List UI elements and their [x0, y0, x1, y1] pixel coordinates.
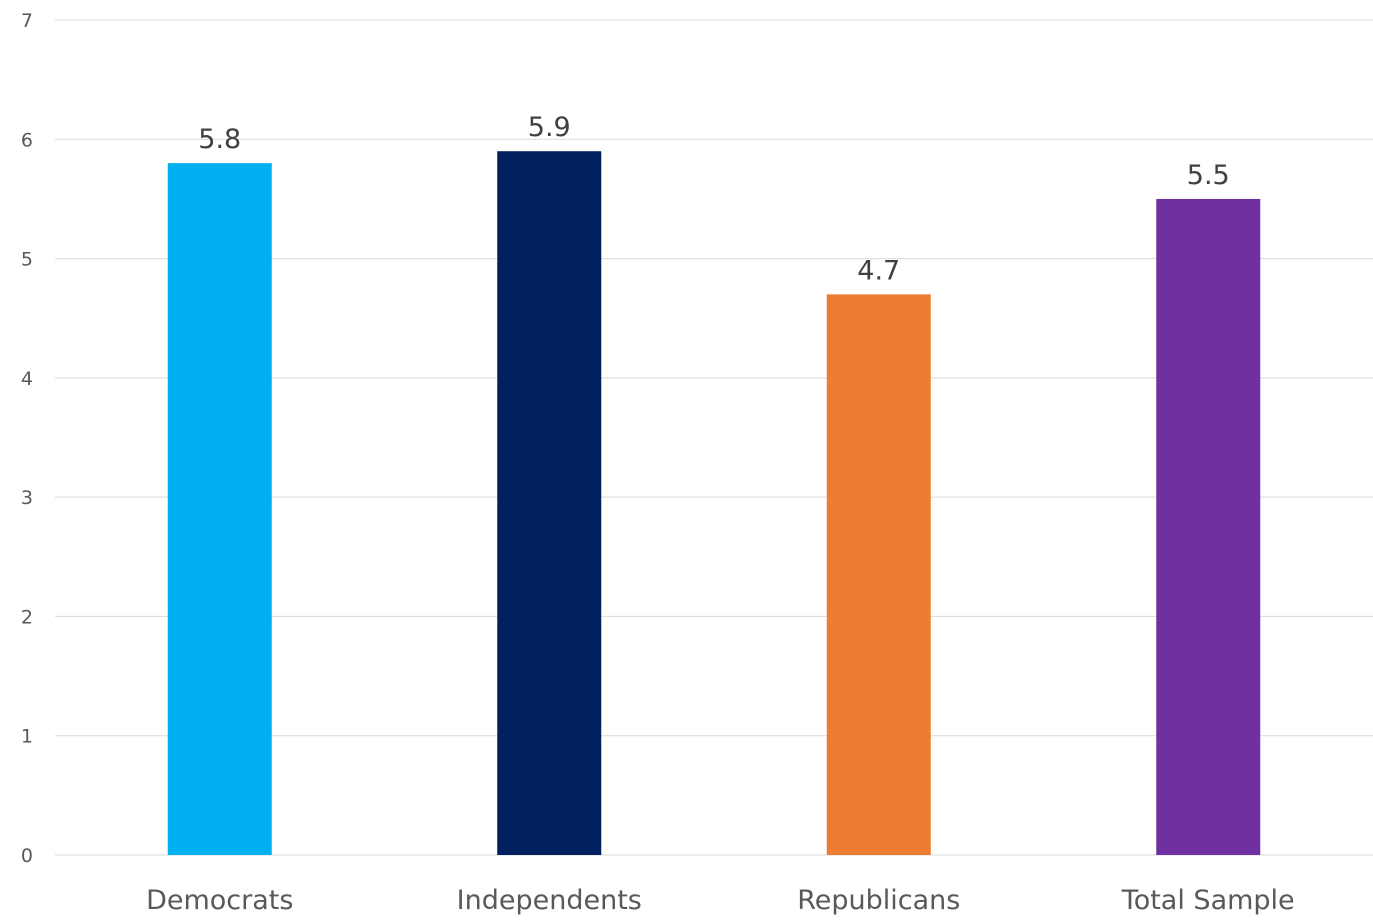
- x-category-label: Independents: [457, 885, 642, 916]
- y-tick-label: 4: [21, 368, 33, 390]
- data-labels: 5.8 5.9 4.7 5.5: [198, 112, 1229, 286]
- data-label: 4.7: [857, 255, 900, 286]
- y-axis-ticks: 0 1 2 3 4 5 6 7: [21, 10, 33, 867]
- x-category-label: Democrats: [146, 885, 293, 916]
- y-tick-label: 3: [21, 487, 33, 509]
- bar-total-sample: [1156, 198, 1261, 855]
- data-label: 5.5: [1187, 160, 1230, 191]
- data-label: 5.8: [198, 124, 241, 155]
- y-tick-label: 7: [21, 10, 33, 32]
- x-axis-labels: Democrats Independents Republicans Total Sa…: [146, 885, 1295, 916]
- bar-independents: [497, 151, 602, 855]
- y-tick-label: 2: [21, 606, 33, 628]
- gridlines: [55, 19, 1373, 856]
- bar-democrats: [167, 163, 272, 856]
- x-category-label: Total Sample: [1121, 885, 1295, 916]
- bars: [167, 151, 1261, 856]
- x-category-label: Republicans: [797, 885, 960, 916]
- y-tick-label: 6: [21, 129, 33, 151]
- y-tick-label: 5: [21, 249, 33, 271]
- bar-republicans: [826, 294, 931, 855]
- y-tick-label: 1: [21, 726, 33, 748]
- data-label: 5.9: [528, 112, 571, 143]
- y-tick-label: 0: [21, 845, 33, 867]
